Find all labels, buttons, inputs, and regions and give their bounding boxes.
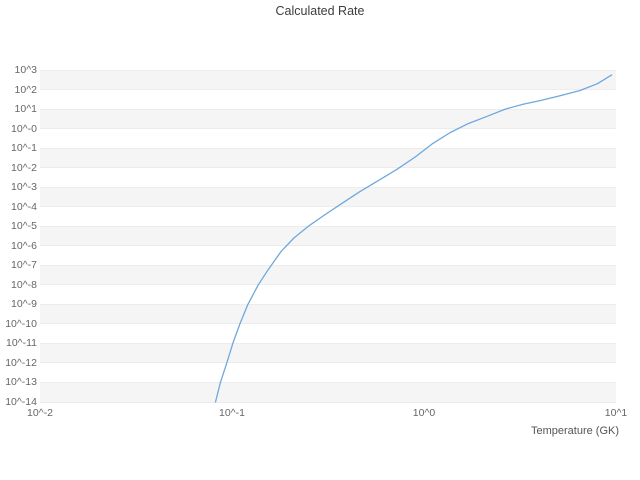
horizontal-gridline <box>40 89 616 91</box>
horizontal-gridline <box>40 245 616 247</box>
y-tick-label: 10^-14 <box>5 396 37 408</box>
horizontal-gridline <box>40 342 616 344</box>
horizontal-gridline <box>40 225 616 227</box>
horizontal-gridline <box>40 147 616 149</box>
horizontal-gridline <box>40 362 616 364</box>
x-tick-label: 10^-1 <box>219 407 245 419</box>
y-tick-label: 10^-7 <box>11 259 37 272</box>
decade-band <box>40 187 616 207</box>
horizontal-gridline <box>40 128 616 130</box>
y-tick-label: 10^1 <box>14 103 37 116</box>
horizontal-gridline <box>40 206 616 208</box>
decade-band <box>40 148 616 168</box>
y-tick-label: 10^-5 <box>11 220 37 233</box>
y-tick-label: 10^-13 <box>5 376 37 389</box>
y-tick-label: 10^-6 <box>11 239 37 252</box>
decade-band <box>40 226 616 246</box>
y-tick-label: 10^-3 <box>11 181 37 194</box>
decade-band <box>40 343 616 363</box>
chart-title: Calculated Rate <box>275 4 365 18</box>
horizontal-gridline <box>40 69 616 71</box>
horizontal-gridline <box>40 264 616 266</box>
x-tick-label: 10^1 <box>604 407 628 419</box>
plot-area <box>40 69 616 403</box>
horizontal-gridline <box>40 381 616 383</box>
y-tick-label: 10^-8 <box>11 278 37 291</box>
horizontal-gridline <box>40 284 616 286</box>
decade-band <box>40 382 616 402</box>
rate-line-svg <box>214 74 613 403</box>
y-tick-label: 10^-0 <box>11 122 37 135</box>
x-axis-title: Temperature (GK) <box>530 425 619 437</box>
y-tick-label: 10^-10 <box>5 317 37 330</box>
horizontal-gridline <box>40 167 616 169</box>
x-tick-label: 10^-2 <box>27 407 53 419</box>
horizontal-gridline <box>40 186 616 188</box>
horizontal-gridline <box>40 303 616 305</box>
rate-line <box>214 74 613 403</box>
decade-band <box>40 70 616 90</box>
horizontal-gridline <box>40 401 616 403</box>
horizontal-gridline <box>40 323 616 325</box>
y-tick-label: 10^-1 <box>11 142 37 155</box>
y-tick-label: 10^-4 <box>11 200 37 213</box>
y-tick-label: 10^-9 <box>11 298 37 311</box>
y-tick-label: 10^-12 <box>5 356 37 369</box>
y-tick-label: 10^3 <box>14 64 37 76</box>
decade-band <box>40 109 616 129</box>
y-tick-label: 10^2 <box>14 83 37 96</box>
x-tick-label: 10^0 <box>412 407 436 419</box>
y-tick-label: 10^-11 <box>5 337 37 350</box>
decade-band <box>40 265 616 285</box>
y-tick-label: 10^-2 <box>11 161 37 174</box>
decade-band <box>40 304 616 324</box>
horizontal-gridline <box>40 108 616 110</box>
